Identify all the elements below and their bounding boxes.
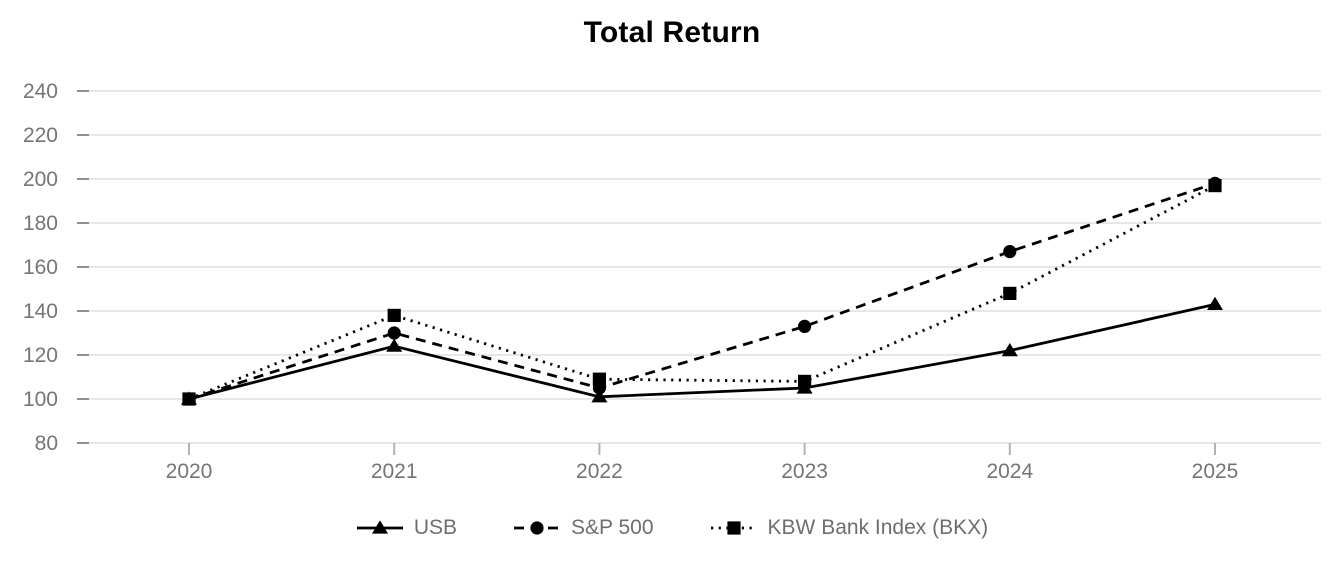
legend-item-1: S&P 500	[513, 516, 654, 540]
series-marker-2	[798, 374, 812, 388]
series-marker-0	[1001, 343, 1018, 357]
series-marker-0	[591, 389, 608, 403]
triangle-legend-icon	[356, 520, 403, 534]
y-tick-label: 220	[23, 124, 58, 147]
series-line-2	[188, 184, 1216, 401]
x-tick-label: 2023	[781, 460, 828, 483]
legend-label: USB	[413, 516, 458, 539]
series-line-1	[188, 182, 1216, 401]
y-tick-label: 160	[23, 256, 58, 279]
chart-title: Total Return	[583, 16, 761, 49]
legend-item-0: USB	[356, 516, 457, 540]
chart-legend: USB S&P 500 KBW Bank Index (BKX)	[0, 516, 1344, 540]
x-tick-label: 2022	[576, 460, 623, 483]
x-tick-label: 2024	[986, 460, 1033, 483]
series-line-0	[188, 303, 1216, 401]
series-marker-0	[386, 338, 403, 352]
legend-label: KBW Bank Index (BKX)	[767, 516, 989, 539]
x-tick-label: 2025	[1192, 460, 1239, 483]
y-tick-label: 240	[23, 80, 58, 103]
series-marker-2	[592, 372, 606, 386]
series-marker-2	[1003, 286, 1017, 300]
series-marker-2	[387, 308, 401, 322]
y-tick-label: 120	[23, 344, 58, 367]
series-marker-1	[387, 326, 401, 340]
y-tick-label: 180	[23, 212, 58, 235]
x-tick-label: 2020	[166, 460, 213, 483]
series-marker-2	[1208, 179, 1222, 193]
series-marker-1	[798, 319, 812, 333]
series-marker-0	[1207, 296, 1223, 310]
legend-label: S&P 500	[571, 516, 654, 539]
y-tick-label: 100	[23, 388, 58, 411]
x-tick-label: 2021	[371, 460, 418, 483]
square-legend-icon	[710, 521, 757, 535]
series-marker-2	[182, 392, 196, 406]
circle-legend-icon	[514, 521, 561, 535]
y-tick-label: 80	[35, 432, 58, 455]
y-tick-label: 200	[23, 168, 58, 191]
legend-item-2: KBW Bank Index (BKX)	[710, 516, 989, 540]
series-marker-1	[1003, 245, 1017, 259]
y-tick-label: 140	[23, 300, 58, 323]
